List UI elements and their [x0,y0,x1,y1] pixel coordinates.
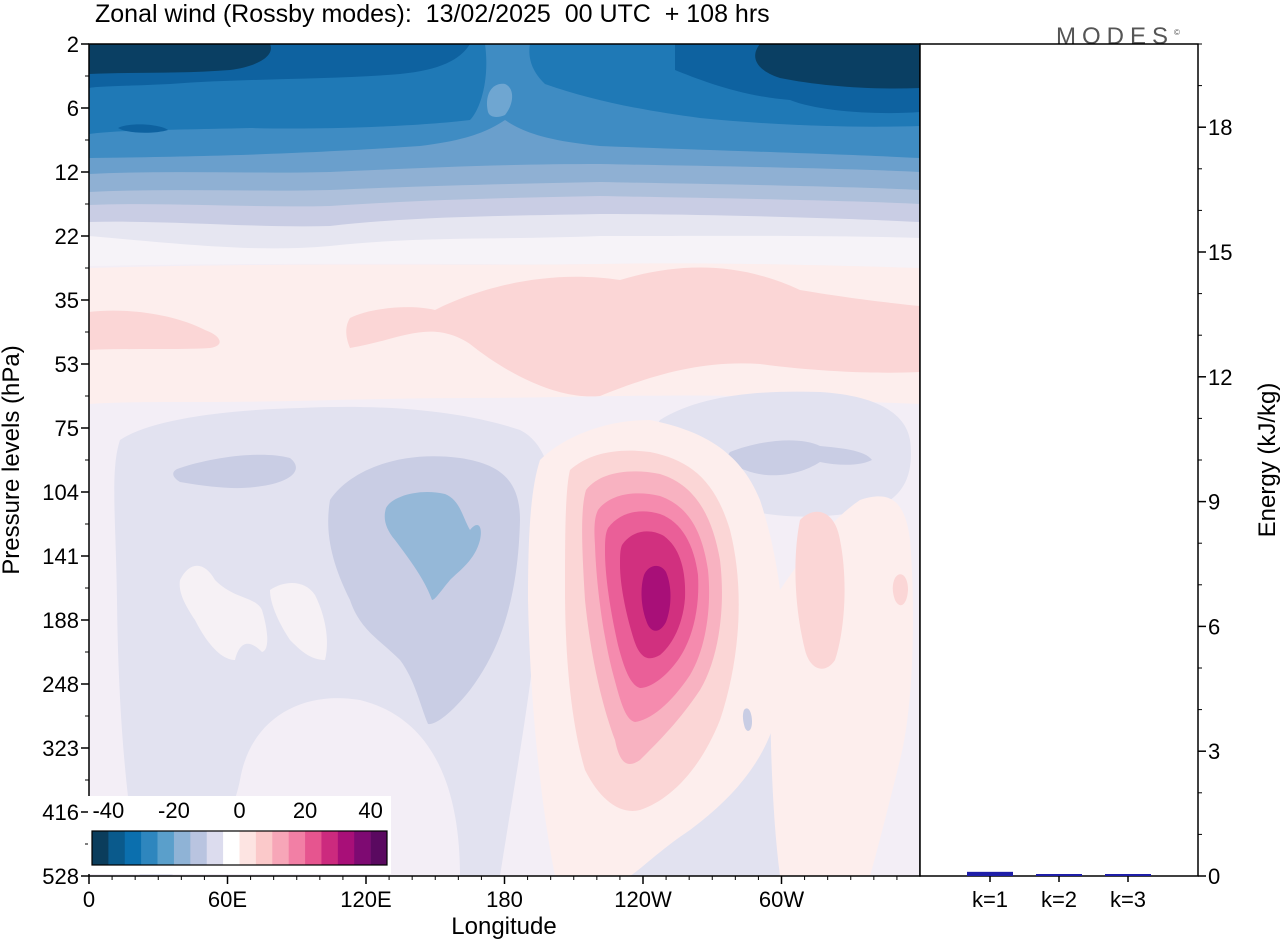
colorbar-swatch [173,831,191,865]
energy-axis: 0 3 6 9 12 15 18 [1198,43,1232,889]
pressure-tick-label: 22 [55,224,79,249]
contour-band [486,83,513,117]
contour-band [89,310,220,350]
colorbar-swatch [255,831,273,865]
colorbar-swatch [190,831,208,865]
contour-band [727,440,872,476]
energy-tick-label: 6 [1208,614,1220,639]
easterly-bands [89,44,920,268]
longitude-tick-label: 120E [340,887,391,912]
pressure-tick-label: 75 [55,416,79,441]
colorbar-swatch [370,831,388,865]
pressure-tick-label: 2 [67,32,79,57]
contour-band [742,708,752,731]
contour-band [384,491,481,600]
energy-tick-label: 12 [1208,365,1232,390]
pressure-tick-label: 12 [55,160,79,185]
pressure-tick-label: 35 [55,288,79,313]
contour-band [173,454,296,489]
colorbar-swatch [354,831,371,865]
colorbar-tick-label: 0 [233,798,245,823]
contour-band [270,583,327,660]
contour-band [179,565,268,660]
longitude-tick-label: 60W [759,887,804,912]
colorbar-swatch [206,831,224,865]
energy-bars [967,871,1151,876]
longitude-tick-label: 60E [208,887,247,912]
pressure-tick-label: 528 [42,864,79,889]
colorbar-tick-label: 20 [293,798,317,823]
pressure-tick-label: 248 [42,672,79,697]
x-axis-label: Longitude [451,913,556,940]
energy-bar [1036,874,1082,876]
longitude-axis: 0 60E 120E 180 120W 60W [83,876,898,912]
y-axis-label: Pressure levels (hPa) [0,345,25,574]
colorbar-swatch [239,831,257,865]
contour-band [89,44,271,74]
energy-bar [967,871,1013,876]
contour-band [641,565,671,631]
energy-axis-label: Energy (kJ/kg) [1254,383,1280,538]
minor-patches [179,565,752,731]
energy-tick-label: 9 [1208,490,1220,515]
logo-mark: © [1174,28,1180,37]
pressure-tick-label: 6 [67,96,79,121]
contour-plot [89,44,920,876]
longitude-tick-label: 120W [614,887,672,912]
colorbar-swatch [223,831,240,865]
energy-category-label: k=3 [1110,887,1146,912]
contour-band [328,456,520,725]
colorbar-tick-label: -20 [158,798,190,823]
longitude-tick-label: 0 [83,887,95,912]
colorbar-swatch [288,831,306,865]
colorbar-swatch [141,831,158,865]
contour-band [118,124,168,133]
pressure-tick-label: 141 [42,544,79,569]
colorbar-swatch [157,831,175,865]
westerly-layer [89,263,920,404]
colorbar-tick-label: -40 [92,798,124,823]
energy-category-label: k=1 [972,887,1008,912]
energy-panel-frame [919,43,1199,877]
energy-tick-label: 3 [1208,739,1220,764]
energy-tick-label: 15 [1208,240,1232,265]
colorbar [88,796,391,874]
energy-bar [1105,874,1151,876]
pressure-tick-label: 416 [42,800,79,825]
colorbar-swatch [124,831,142,865]
contour-band [346,267,920,397]
pressure-tick-label: 188 [42,608,79,633]
colorbar-swatch [272,831,289,865]
colorbar-tick-label: 40 [358,798,382,823]
chart-title: Zonal wind (Rossby modes): 13/02/2025 00… [95,0,770,28]
energy-tick-label: 0 [1208,864,1220,889]
contour-band [795,511,845,669]
pressure-tick-label: 53 [55,352,79,377]
contour-band [755,44,920,89]
contour-band [892,574,908,606]
pressure-axis: 2 6 12 22 35 53 75 104 141 188 248 323 416 528 [42,32,89,889]
colorbar-swatch [108,831,126,865]
colorbar-frame [91,830,388,866]
colorbar-swatch [92,831,109,865]
colorbar-swatch [321,831,339,865]
energy-tick-label: 18 [1208,115,1232,140]
colorbar-swatch [337,831,355,865]
pressure-tick-label: 323 [42,736,79,761]
longitude-tick-label: 180 [486,887,523,912]
energy-category-label: k=2 [1041,887,1077,912]
colorbar-labels: -40 -20 0 20 40 [92,798,382,823]
pressure-tick-label: 104 [42,480,79,505]
westerly-maximum [528,420,913,876]
energy-categories: k=1 k=2 k=3 [972,876,1146,912]
colorbar-swatch [305,831,322,865]
